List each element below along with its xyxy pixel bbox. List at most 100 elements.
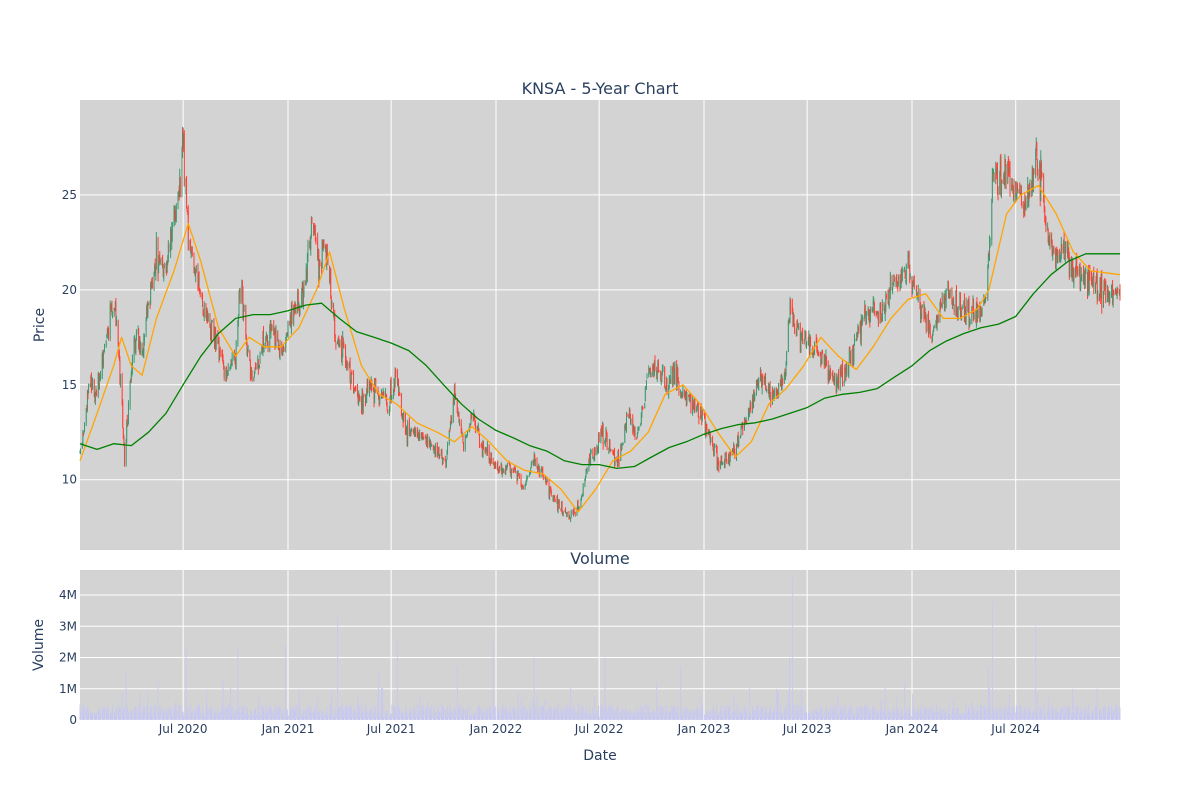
volume-bar: [937, 712, 939, 720]
candle-body: [475, 422, 476, 433]
candle-body: [929, 321, 931, 329]
volume-bar: [190, 705, 192, 720]
candle-body: [688, 396, 690, 401]
volume-bar: [446, 715, 448, 720]
volume-bar: [306, 710, 308, 720]
candle-body: [609, 440, 610, 450]
candle-body: [402, 413, 403, 416]
volume-bar: [616, 708, 618, 720]
volume-bar: [375, 715, 377, 720]
candle-body: [977, 305, 979, 317]
volume-bar: [290, 709, 292, 720]
candle-body: [553, 497, 554, 502]
candle-body: [346, 361, 348, 363]
volume-bar: [783, 708, 785, 720]
volume-bar: [157, 682, 159, 720]
volume-bar: [98, 708, 100, 720]
volume-bar: [441, 704, 443, 720]
candle-body: [969, 319, 971, 323]
candle-body: [441, 450, 443, 459]
candle-body: [984, 298, 986, 303]
volume-bar: [253, 714, 255, 720]
volume-bar: [102, 707, 104, 720]
volume-bar: [1040, 715, 1042, 720]
candle-body: [1049, 233, 1051, 246]
volume-bar: [884, 687, 886, 720]
candle-body: [762, 375, 764, 383]
volume-bar: [757, 705, 759, 720]
volume-bar: [463, 707, 464, 720]
candle-body: [604, 442, 606, 444]
volume-bar: [227, 707, 229, 720]
candle-body: [238, 317, 239, 324]
volume-bar: [306, 708, 308, 720]
volume-bar: [410, 709, 412, 720]
volume-bar: [422, 705, 424, 720]
volume-bar: [420, 705, 422, 720]
volume-bar: [1108, 711, 1110, 720]
candle-body: [957, 306, 959, 320]
volume-bar: [1048, 709, 1050, 720]
candle-body: [353, 372, 354, 394]
volume-bar: [709, 714, 711, 720]
candle-body: [1017, 191, 1019, 193]
volume-bar: [432, 716, 434, 720]
candle-body: [243, 308, 244, 319]
volume-bar: [111, 713, 113, 720]
candle-body: [945, 295, 947, 300]
volume-bar: [1027, 708, 1029, 720]
candle-body: [191, 246, 193, 254]
candle-body: [319, 263, 321, 266]
volume-bar: [833, 709, 835, 720]
volume-bar: [431, 714, 433, 720]
volume-bar: [757, 710, 759, 720]
volume-bar: [912, 693, 914, 720]
volume-bar: [174, 704, 176, 720]
volume-bar: [621, 709, 623, 720]
volume-bar: [733, 710, 735, 720]
volume-bar: [908, 707, 910, 720]
candle-body: [652, 366, 654, 367]
volume-bar: [1039, 706, 1041, 720]
candle-body: [290, 315, 292, 327]
candle-body: [1009, 167, 1011, 192]
volume-bar: [106, 705, 108, 720]
volume-bar: [1012, 705, 1014, 720]
volume-bar: [795, 705, 797, 720]
candle-body: [904, 270, 906, 279]
volume-bar: [1060, 712, 1062, 720]
candle-body: [416, 430, 418, 434]
candle-body: [518, 475, 520, 477]
volume-bar: [1117, 712, 1119, 720]
volume-bar: [680, 712, 682, 720]
candle-body: [424, 436, 426, 438]
volume-bar: [83, 706, 85, 720]
volume-bar: [1019, 705, 1021, 720]
volume-bar: [676, 712, 678, 720]
volume-bar: [959, 714, 961, 720]
candle-body: [959, 292, 961, 309]
volume-bar: [530, 715, 532, 720]
volume-bar: [437, 709, 439, 720]
candle-body: [438, 447, 440, 459]
volume-bar: [761, 712, 763, 720]
candle-body: [452, 400, 454, 423]
volume-bar: [379, 714, 381, 720]
volume-bar: [185, 649, 187, 720]
candle-body: [393, 379, 395, 393]
candle-body: [199, 289, 201, 295]
volume-bar: [696, 705, 698, 720]
volume-bar: [311, 712, 313, 720]
candle-body: [327, 256, 329, 265]
volume-bar: [221, 705, 223, 720]
volume-bar: [461, 713, 463, 720]
volume-bar: [630, 710, 632, 720]
candle-body: [450, 422, 451, 430]
volume-bar: [793, 715, 794, 720]
volume-bar: [408, 711, 410, 720]
volume-bar: [517, 709, 519, 720]
candle-body: [411, 428, 413, 431]
volume-bar: [127, 711, 129, 720]
candle-body: [386, 397, 387, 405]
candle-body: [385, 393, 386, 396]
